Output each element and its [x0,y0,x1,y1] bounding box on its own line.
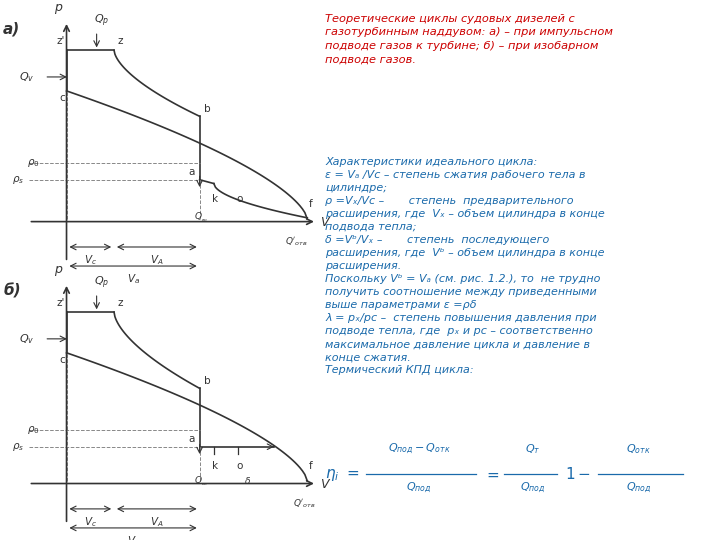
Text: $Q'_{отв}$: $Q'_{отв}$ [285,235,307,248]
Text: k: k [212,194,218,204]
Text: $p$: $p$ [54,264,63,278]
Text: Теоретические циклы судовых дизелей с
газотурбинным наддувом: а) – при импульсно: Теоретические циклы судовых дизелей с га… [325,14,613,64]
Text: $V_a$: $V_a$ [127,272,140,286]
Text: $Q_v$: $Q_v$ [19,70,35,84]
Text: b: b [204,376,211,386]
Text: $V_a$: $V_a$ [127,534,140,540]
Text: $\rho_0$: $\rho_0$ [27,424,40,436]
Text: $=$: $=$ [484,467,500,482]
Text: $Q_p$: $Q_p$ [94,274,109,291]
Text: $V_c$: $V_c$ [84,515,96,529]
Text: $Q'_{отв}$: $Q'_{отв}$ [293,497,315,510]
Text: b: b [204,104,211,114]
Text: $1-$: $1-$ [564,466,590,482]
Text: o: o [236,461,243,471]
Text: z': z' [57,299,65,308]
Text: $V_A$: $V_A$ [150,515,163,529]
Text: $V$: $V$ [320,478,331,491]
Text: б): б) [3,283,21,298]
Text: $Q_p$: $Q_p$ [94,12,109,29]
Text: Характеристики идеального цикла:
ε = Vₐ /Vᴄ – степень сжатия рабочего тела в
цил: Характеристики идеального цикла: ε = Vₐ … [325,157,605,375]
Text: $V_A$: $V_A$ [150,253,163,267]
Text: f: f [309,199,312,209]
Text: $Q_{_{во}}$: $Q_{_{во}}$ [194,210,208,224]
Text: $\eta_i\ =$: $\eta_i\ =$ [325,467,359,483]
Text: f: f [309,461,312,471]
Text: $\rho_s$: $\rho_s$ [12,174,24,186]
Text: a: a [189,434,195,444]
Text: c: c [59,93,65,104]
Text: z: z [117,37,122,46]
Text: $V_c$: $V_c$ [84,253,96,267]
Text: $\delta$: $\delta$ [243,475,251,485]
Text: $V$: $V$ [320,217,331,230]
Text: $Q_{_{во}}$: $Q_{_{во}}$ [194,475,208,488]
Text: a: a [189,167,195,177]
Text: $\rho_s$: $\rho_s$ [12,441,24,453]
Text: $p$: $p$ [54,2,63,16]
Text: а): а) [3,21,20,36]
Text: z: z [117,299,122,308]
Text: c: c [59,355,65,366]
Text: k: k [212,461,218,471]
Text: $Q_{\mathit{под}}$: $Q_{\mathit{под}}$ [520,481,546,495]
Text: $Q_v$: $Q_v$ [19,332,35,346]
Text: $Q_{\mathit{под}}$: $Q_{\mathit{под}}$ [406,481,432,495]
Text: $Q_{\mathit{отк}}$: $Q_{\mathit{отк}}$ [626,442,651,456]
Text: $Q_{\mathit{под}}-Q_{\mathit{отк}}$: $Q_{\mathit{под}}-Q_{\mathit{отк}}$ [387,442,450,456]
Text: o: o [236,194,243,204]
Text: $Q_{\mathit{под}}$: $Q_{\mathit{под}}$ [626,481,652,495]
Text: $\rho_0$: $\rho_0$ [27,157,40,169]
Text: $Q_{\mathit{т}}$: $Q_{\mathit{т}}$ [525,442,541,456]
Text: z': z' [57,37,65,46]
